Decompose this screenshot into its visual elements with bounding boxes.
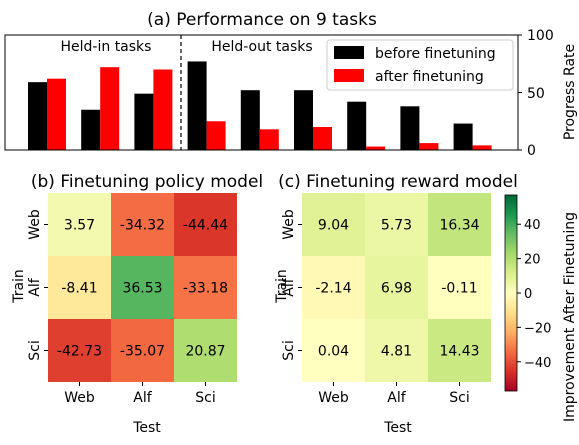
heatmap-c-cell-sci-alf [365, 319, 428, 382]
heatmap-b-y-tick-label: Sci [27, 340, 43, 360]
heatmap-c-y-tick-label: Alf [281, 277, 297, 296]
heatmap-b-x-tick-label: Sci [195, 390, 215, 406]
heatmap-c-cell-web-alf [365, 193, 428, 256]
colorbar-ticks: 40 20 0 −20 −40 [517, 218, 551, 371]
y-axis-right: 100 50 0 Progress Rate [518, 28, 578, 159]
heatmap-b-cell-label: -8.41 [61, 281, 97, 297]
bar-after-task-9 [472, 145, 492, 150]
heatmap-b-cell-web-sci [174, 193, 237, 256]
y-tick-label-50: 50 [527, 86, 545, 102]
heatmap-c-cell-alf-web [302, 256, 365, 319]
heatmap-b-cell-label: -44.44 [183, 218, 228, 234]
heatmap-c-title: (c) Finetuning reward model [278, 172, 518, 192]
colorbar-tick-label: 20 [524, 253, 541, 268]
heatmap-b-x-tick-label: Web [64, 390, 95, 406]
legend-swatch-after [334, 69, 364, 82]
bar-after-task-6 [313, 127, 332, 150]
heatmap-c-x-label: Test [383, 420, 412, 436]
heatmap-b-cell-sci-sci [174, 319, 237, 382]
colorbar [504, 194, 518, 392]
group-label-held-out: Held-out tasks [211, 39, 312, 55]
heatmap-c-y-tick-label: Sci [281, 340, 297, 360]
heatmap-c-y-tick-label: Web [281, 209, 297, 240]
bar-chart-bars [28, 61, 492, 151]
heatmap-c-cell-label: -2.14 [315, 281, 351, 297]
heatmap-c-cell-label: 9.04 [318, 218, 349, 234]
y-tick-label-0: 0 [527, 143, 536, 159]
group-label-held-in: Held-in tasks [61, 39, 152, 55]
heatmap-b-x-tick-label: Alf [133, 390, 152, 406]
heatmap-c-cell-alf-alf [365, 256, 428, 319]
heatmap-b-cell-label: -42.73 [57, 344, 102, 360]
colorbar-tick-label: −40 [524, 356, 551, 371]
heatmap-c-cell-sci-sci [428, 319, 491, 382]
y-tick-label-100: 100 [527, 28, 554, 44]
heatmap-b-cell-label: -35.07 [120, 344, 165, 360]
heatmap-c-cell-label: 0.04 [318, 344, 349, 360]
heatmap-c-cell-label: 16.34 [439, 218, 479, 234]
heatmap-c-cell-sci-web [302, 319, 365, 382]
bar-after-task-3 [153, 69, 173, 150]
bar-after-task-7 [366, 146, 386, 150]
heatmap-c-cell-alf-sci [428, 256, 491, 319]
bar-chart-title: (a) Performance on 9 tasks [147, 10, 377, 30]
legend-label-before: before finetuning [375, 46, 496, 62]
heatmap-b-cell-web-alf [111, 193, 174, 256]
heatmap-c-x-tick-label: Web [318, 390, 349, 406]
colorbar-tick-label: 40 [524, 218, 541, 233]
y-axis-label: Progress Rate [562, 44, 578, 140]
heatmap-c-x-tick-label: Sci [449, 390, 469, 406]
bar-before-task-7 [347, 101, 367, 150]
heatmap-b-cell-label: -34.32 [120, 218, 165, 234]
heatmap-c-cell-label: 5.73 [381, 218, 412, 234]
bar-before-task-3 [134, 93, 154, 150]
bar-before-task-6 [294, 90, 313, 150]
heatmap-b-cell-alf-web [48, 256, 111, 319]
heatmap-b-cell-label: 3.57 [64, 218, 95, 234]
bar-after-task-5 [259, 129, 279, 150]
bar-before-task-2 [81, 109, 101, 150]
heatmap-b-cell-alf-sci [174, 256, 237, 319]
heatmap-b-cell-sci-alf [111, 319, 174, 382]
bar-after-task-2 [100, 67, 120, 150]
legend: before finetuning after finetuning [326, 39, 514, 91]
heatmap-c: 9.04 5.73 16.34 -2.14 6.98 -0.11 0.04 4.81 14.43… [281, 193, 491, 406]
heatmap-b-x-label: Test [132, 420, 161, 436]
bar-after-task-4 [206, 121, 226, 150]
colorbar-label: Improvement After Finetuning [562, 212, 578, 422]
heatmap-c-x-tick-label: Alf [387, 390, 406, 406]
bar-after-task-8 [419, 143, 439, 150]
colorbar-tick-label: −20 [524, 321, 551, 336]
bar-after-task-1 [47, 78, 66, 150]
legend-box [326, 39, 514, 91]
heatmap-b-cell-label: 36.53 [122, 281, 162, 297]
heatmap-b-cell-sci-web [48, 319, 111, 382]
bar-before-task-1 [28, 82, 47, 150]
heatmap-b-y-tick-label: Alf [27, 277, 43, 296]
heatmap-c-cell-label: 4.81 [381, 344, 412, 360]
bar-before-task-4 [187, 61, 207, 151]
legend-label-after: after finetuning [375, 69, 484, 85]
heatmap-c-y-label: Train [274, 269, 290, 304]
heatmap-b-title: (b) Finetuning policy model [31, 172, 263, 192]
heatmap-c-cell-web-sci [428, 193, 491, 256]
heatmap-b-y-label: Train [11, 269, 27, 304]
colorbar-tick-label: 0 [524, 287, 532, 302]
heatmap-c-cell-web-web [302, 193, 365, 256]
heatmap-b-cell-label: -33.18 [183, 281, 228, 297]
heatmap-b-cell-web-web [48, 193, 111, 256]
bar-before-task-9 [453, 123, 473, 150]
heatmap-b: 3.57 -34.32 -44.44 -8.41 36.53 -33.18 -42.73 -3… [27, 193, 237, 406]
heatmap-c-cell-label: 6.98 [381, 281, 412, 297]
heatmap-b-y-tick-label: Web [27, 209, 43, 240]
bar-before-task-5 [240, 90, 260, 150]
heatmap-b-cell-alf-alf [111, 256, 174, 319]
heatmap-c-cell-label: 14.43 [439, 344, 479, 360]
heatmap-b-cell-label: 20.87 [185, 344, 225, 360]
bar-before-task-8 [400, 106, 420, 150]
legend-swatch-before [334, 46, 364, 59]
heatmap-c-cell-label: -0.11 [441, 281, 477, 297]
